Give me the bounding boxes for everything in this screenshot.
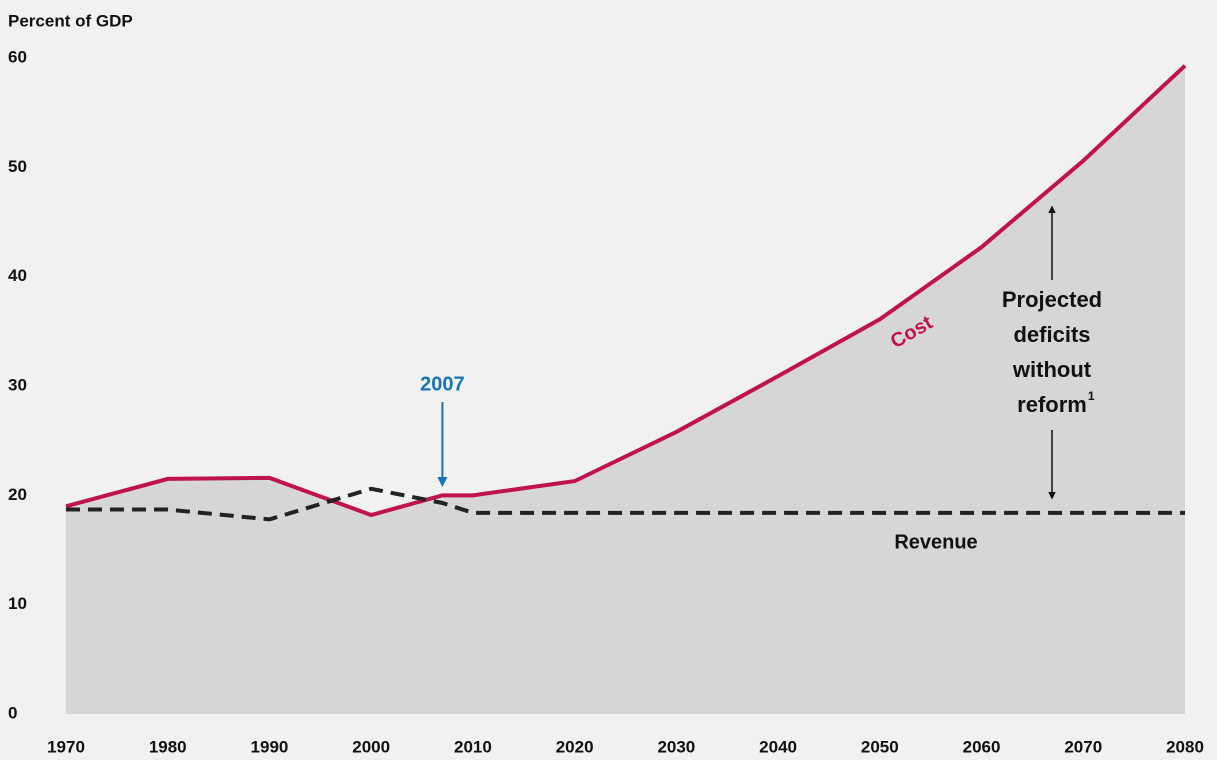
x-tick-label: 1990 — [251, 737, 289, 756]
y-tick-label: 40 — [8, 266, 27, 285]
x-tick-label: 2050 — [861, 737, 899, 756]
deficit-annotation: without — [1012, 357, 1092, 382]
y-tick-label: 30 — [8, 375, 27, 394]
y-tick-label: 0 — [8, 703, 17, 722]
x-tick-label: 1970 — [47, 737, 85, 756]
y-tick-label: 50 — [8, 157, 27, 176]
y-tick-label: 10 — [8, 594, 27, 613]
y-tick-label: 20 — [8, 485, 27, 504]
chart: Percent of GDP 0102030405060197019801990… — [0, 0, 1217, 760]
x-tick-label: 2000 — [352, 737, 390, 756]
deficit-annotation: deficits — [1013, 322, 1090, 347]
x-tick-label: 2070 — [1064, 737, 1102, 756]
series-label: Revenue — [894, 531, 977, 553]
year-annotation: 2007 — [420, 373, 465, 395]
y-tick-label: 60 — [8, 47, 27, 66]
x-tick-label: 2060 — [963, 737, 1001, 756]
y-axis-label: Percent of GDP — [8, 11, 133, 30]
x-tick-label: 2030 — [657, 737, 695, 756]
x-tick-label: 2020 — [556, 737, 594, 756]
footnote-mark: 1 — [1088, 389, 1095, 403]
deficit-annotation: reform — [1017, 392, 1087, 417]
x-tick-label: 2010 — [454, 737, 492, 756]
x-tick-label: 1980 — [149, 737, 187, 756]
x-tick-label: 2080 — [1166, 737, 1204, 756]
x-tick-label: 2040 — [759, 737, 797, 756]
deficit-annotation: Projected — [1002, 287, 1102, 312]
